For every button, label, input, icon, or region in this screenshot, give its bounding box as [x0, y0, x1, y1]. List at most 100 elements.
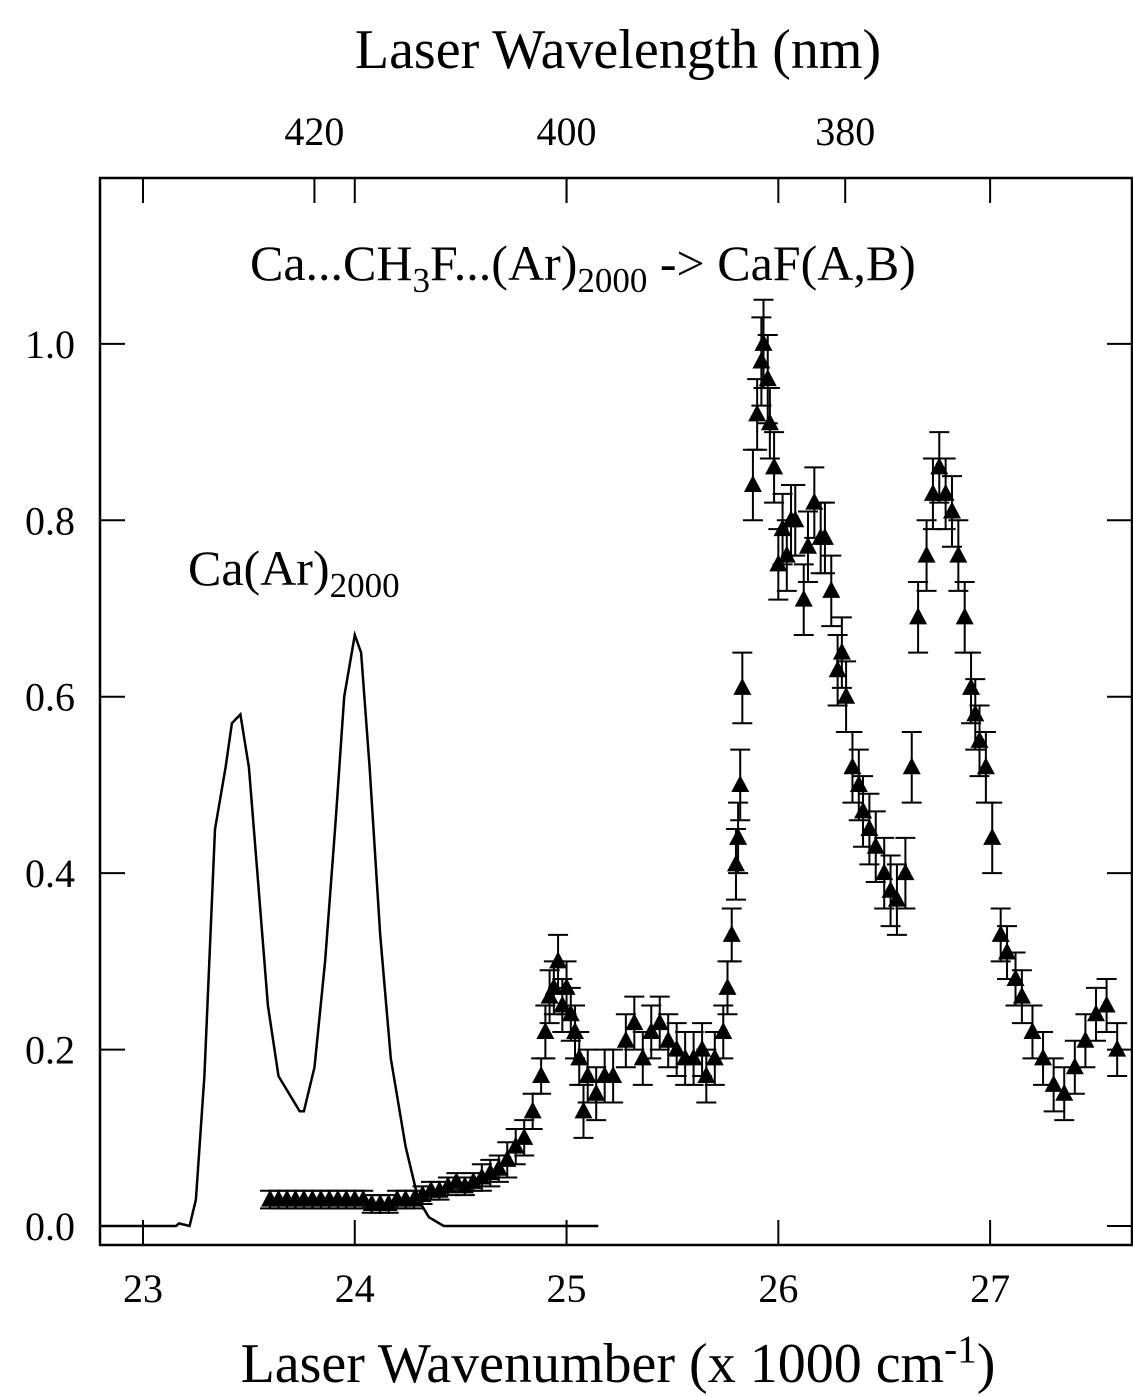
annotation-part: Ca...CH — [250, 235, 413, 291]
data-point — [760, 413, 779, 431]
data-point — [1044, 1074, 1063, 1092]
data-point — [936, 483, 955, 501]
annotation-part: F...(Ar) — [430, 235, 577, 291]
data-point — [930, 457, 949, 475]
y-tick-label: 0.8 — [25, 498, 75, 543]
y-tick-label: 0.0 — [25, 1204, 75, 1249]
x2-tick-label: 380 — [815, 109, 875, 154]
data-point — [828, 660, 847, 678]
data-point — [902, 757, 921, 775]
data-point — [684, 1048, 703, 1066]
data-point — [822, 580, 841, 598]
y-tick-label: 0.4 — [25, 851, 75, 896]
data-point — [962, 677, 981, 695]
annotation-part: 2000 — [330, 566, 400, 605]
data-point — [752, 351, 771, 369]
data-point — [815, 527, 834, 545]
data-point — [659, 1030, 678, 1048]
data-point — [955, 607, 974, 625]
x-tick-label: 24 — [335, 1266, 375, 1311]
data-point — [667, 1039, 686, 1057]
data-point — [566, 1021, 585, 1039]
data-point — [887, 889, 906, 907]
data-point — [1034, 1048, 1053, 1066]
data-point — [472, 1167, 491, 1185]
spectrum-line — [100, 630, 599, 1228]
y-tick-label: 0.6 — [25, 675, 75, 720]
x-tick-label: 23 — [123, 1266, 163, 1311]
data-point — [875, 863, 894, 881]
x2-axis-title: Laser Wavelength (nm) — [355, 19, 881, 81]
data-point — [798, 536, 817, 554]
data-point — [625, 1013, 644, 1031]
data-point — [536, 1021, 555, 1039]
data-point — [966, 704, 985, 722]
data-point — [557, 977, 576, 995]
data-point — [860, 819, 879, 837]
data-point — [455, 1176, 474, 1194]
data-point — [909, 607, 928, 625]
data-point — [917, 545, 936, 563]
data-point — [1076, 1030, 1095, 1048]
data-point — [464, 1171, 483, 1189]
data-point — [1006, 969, 1025, 987]
data-point — [489, 1158, 508, 1176]
annotation-part: Ca(Ar) — [188, 540, 330, 596]
annotation: Ca...CH3F...(Ar)2000 -> CaF(A,B) — [250, 235, 916, 300]
data-point — [942, 501, 961, 519]
data-point — [1065, 1057, 1084, 1075]
data-point — [1012, 986, 1031, 1004]
data-point — [983, 827, 1002, 845]
data-point — [1086, 1004, 1105, 1022]
data-point — [754, 333, 773, 351]
data-point — [786, 510, 805, 528]
annotation-part: 2000 — [577, 261, 647, 300]
x-axis-title-part: ) — [977, 1333, 996, 1395]
data-point — [843, 757, 862, 775]
data-point — [1023, 1021, 1042, 1039]
data-point — [1108, 1039, 1127, 1057]
data-point — [758, 369, 777, 387]
x-axis-title-part: -1 — [944, 1328, 977, 1371]
x2-tick-label: 420 — [284, 109, 344, 154]
data-point — [837, 686, 856, 704]
data-point — [832, 642, 851, 660]
data-point — [532, 1066, 551, 1084]
data-point — [777, 545, 796, 563]
data-point — [733, 677, 752, 695]
data-point — [633, 1048, 652, 1066]
data-point — [805, 492, 824, 510]
data-point — [430, 1180, 449, 1198]
data-point — [714, 1021, 733, 1039]
data-point — [379, 1193, 398, 1211]
annotation: Ca(Ar)2000 — [188, 540, 400, 605]
data-point — [765, 457, 784, 475]
y-tick-label: 1.0 — [25, 322, 75, 367]
data-point — [991, 924, 1010, 942]
data-point — [854, 801, 873, 819]
data-point — [544, 977, 563, 995]
x-tick-label: 25 — [547, 1266, 587, 1311]
annotation-part: 3 — [413, 261, 431, 300]
data-point — [729, 827, 748, 845]
data-point — [748, 404, 767, 422]
data-point — [587, 1083, 606, 1101]
data-point — [574, 1101, 593, 1119]
data-point — [722, 924, 741, 942]
data-point — [650, 1013, 669, 1031]
data-point — [642, 1021, 661, 1039]
data-point — [515, 1127, 534, 1145]
data-point — [506, 1136, 525, 1154]
data-point — [769, 554, 788, 572]
x-tick-label: 26 — [758, 1266, 798, 1311]
data-point — [413, 1185, 432, 1203]
data-point — [438, 1176, 457, 1194]
data-point — [923, 483, 942, 501]
data-point — [949, 545, 968, 563]
data-point — [498, 1149, 517, 1167]
data-point — [976, 757, 995, 775]
data-point — [570, 1048, 589, 1066]
data-point — [549, 951, 568, 969]
